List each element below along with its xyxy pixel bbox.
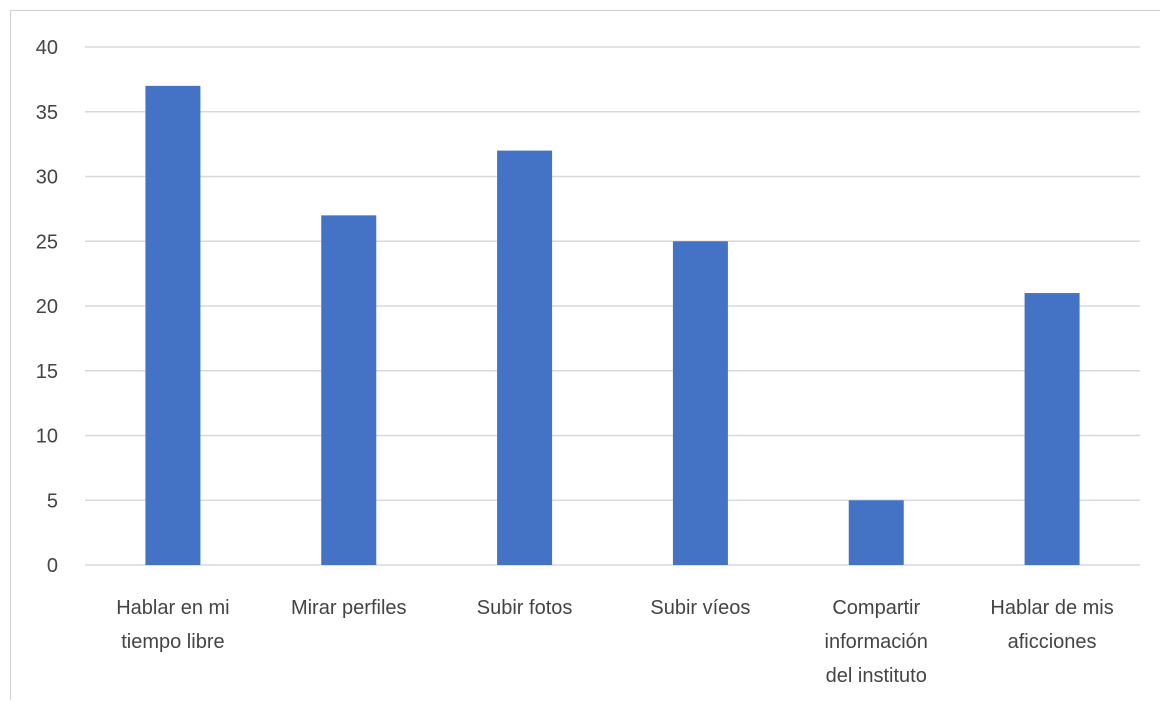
- bar: [145, 85, 201, 565]
- x-tick-label: Hablar en mi: [116, 597, 229, 619]
- chart-frame: [10, 10, 1160, 700]
- x-tick-label: Hablar de mis: [990, 597, 1113, 619]
- bar: [497, 150, 553, 565]
- x-tick-label: Subir víeos: [650, 597, 750, 619]
- y-tick-label: 30: [36, 167, 58, 189]
- x-tick-label: Subir fotos: [477, 597, 573, 619]
- bar: [848, 500, 904, 565]
- x-tick-label: Mirar perfiles: [291, 597, 407, 619]
- x-tick-label: Compartir: [832, 597, 920, 619]
- y-tick-label: 20: [36, 296, 58, 318]
- bar: [672, 241, 728, 565]
- y-tick-label: 5: [47, 490, 58, 512]
- x-tick-label: del instituto: [826, 665, 927, 687]
- y-tick-label: 40: [36, 37, 58, 59]
- bar: [321, 215, 377, 565]
- x-tick-label: información: [825, 631, 928, 653]
- y-tick-label: 10: [36, 426, 58, 448]
- y-tick-label: 35: [36, 102, 58, 124]
- bar: [1024, 293, 1080, 565]
- y-tick-label: 25: [36, 231, 58, 253]
- x-tick-label: tiempo libre: [121, 631, 224, 653]
- y-tick-label: 15: [36, 361, 58, 383]
- x-tick-label: aficciones: [1008, 631, 1097, 653]
- y-tick-label: 0: [47, 555, 58, 577]
